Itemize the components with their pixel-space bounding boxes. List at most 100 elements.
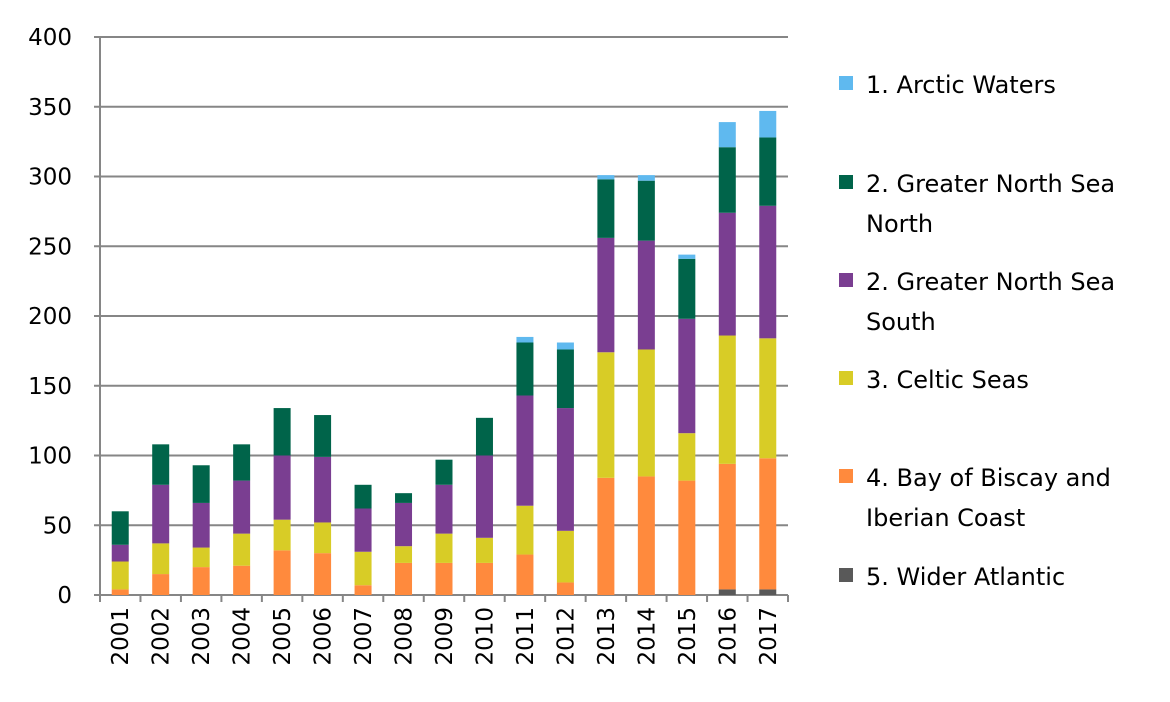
legend-label: 2. Greater North Sea (866, 268, 1115, 296)
bar-segment (233, 480, 251, 534)
legend-label: North (866, 210, 933, 238)
bar-segment (395, 493, 413, 503)
y-tick-label: 150 (28, 374, 72, 400)
bar-segment (233, 533, 251, 566)
bar-segment (759, 110, 777, 138)
bar-segment (759, 458, 777, 590)
y-tick-label: 250 (28, 234, 72, 260)
legend-swatch (839, 469, 853, 483)
x-tick-label: 2003 (189, 607, 215, 666)
legend-swatch (839, 371, 853, 385)
bar-segment (475, 455, 493, 538)
bar-segment (111, 511, 129, 545)
bar-segment (678, 258, 696, 319)
bar-segment (556, 408, 574, 531)
y-tick-label: 100 (28, 444, 72, 470)
x-tick-label: 2009 (432, 607, 458, 666)
x-tick-label: 2011 (513, 607, 539, 666)
bar-segment (273, 519, 291, 551)
bar-segment (759, 137, 777, 206)
legend-swatch (839, 76, 853, 90)
y-tick-label: 400 (28, 25, 72, 51)
x-tick-label: 2017 (756, 607, 782, 666)
bar-segment (637, 240, 655, 350)
bar-segment (759, 205, 777, 339)
legend-label: Iberian Coast (866, 504, 1025, 532)
x-tick-label: 2004 (230, 607, 256, 666)
bar-segment (152, 444, 170, 485)
bar-segment (759, 589, 777, 595)
y-tick-label: 350 (28, 95, 72, 121)
legend-label: 3. Celtic Seas (866, 366, 1029, 394)
bar-segment (556, 342, 574, 350)
x-tick-label: 2008 (392, 607, 418, 666)
x-tick-label: 2012 (553, 607, 579, 666)
bar-segment (111, 589, 129, 595)
legend-swatch (839, 175, 853, 189)
bar-segment (435, 533, 453, 563)
bar-segment (395, 546, 413, 563)
bar-segment (718, 212, 736, 336)
bar-segment (678, 480, 696, 595)
bar-segment (314, 415, 332, 457)
bar-segment (516, 342, 534, 396)
bar-segment (192, 502, 210, 548)
bar-segment (475, 537, 493, 563)
bar-segment (354, 551, 372, 586)
bar-segment (192, 547, 210, 568)
bar-segment (637, 180, 655, 241)
bar-segment (718, 335, 736, 464)
x-tick-label: 2010 (472, 607, 498, 666)
bar-segment (718, 122, 736, 148)
x-tick-label: 2001 (108, 607, 134, 666)
bar-segment (475, 417, 493, 456)
bar-segment (516, 505, 534, 555)
bar-segment (111, 544, 129, 562)
bar-segment (354, 585, 372, 595)
bar-segment (152, 574, 170, 595)
bar-segment (354, 508, 372, 552)
legend-label: 1. Arctic Waters (866, 71, 1056, 99)
bar-segment (637, 175, 655, 181)
bar-segment (435, 484, 453, 534)
x-tick-label: 2014 (634, 607, 660, 666)
bar-segment (637, 476, 655, 595)
bar-segment (678, 254, 696, 259)
y-tick-label: 50 (43, 513, 72, 539)
x-tick-label: 2007 (351, 607, 377, 666)
bar-segment (556, 530, 574, 583)
bar-segment (718, 147, 736, 213)
legend-swatch (839, 568, 853, 582)
legend-label: 4. Bay of Biscay and (866, 464, 1111, 492)
y-tick-label: 0 (57, 583, 72, 609)
bar-segment (556, 349, 574, 409)
bar-segment (516, 395, 534, 506)
x-tick-label: 2002 (149, 607, 175, 666)
bar-segment (597, 179, 615, 238)
bar-segment (597, 237, 615, 353)
bar-segment (718, 589, 736, 595)
bar-segment (597, 352, 615, 478)
bar-segment (395, 562, 413, 595)
legend-swatch (839, 273, 853, 287)
bar-segment (314, 456, 332, 523)
bar-segment (556, 582, 574, 595)
legend-label: 5. Wider Atlantic (866, 563, 1065, 591)
bar-segment (152, 543, 170, 575)
bar-segment (678, 433, 696, 481)
x-tick-label: 2005 (270, 607, 296, 666)
x-tick-label: 2016 (715, 607, 741, 666)
bar-segment (435, 562, 453, 595)
bar-segment (516, 336, 534, 343)
bar-segment (516, 554, 534, 595)
y-tick-label: 200 (28, 304, 72, 330)
legend-label: South (866, 308, 936, 336)
bar-segment (273, 455, 291, 520)
bar-segment (475, 562, 493, 595)
y-tick-label: 300 (28, 165, 72, 191)
bar-segment (152, 484, 170, 544)
bar-segment (233, 444, 251, 481)
bar-segment (314, 522, 332, 554)
